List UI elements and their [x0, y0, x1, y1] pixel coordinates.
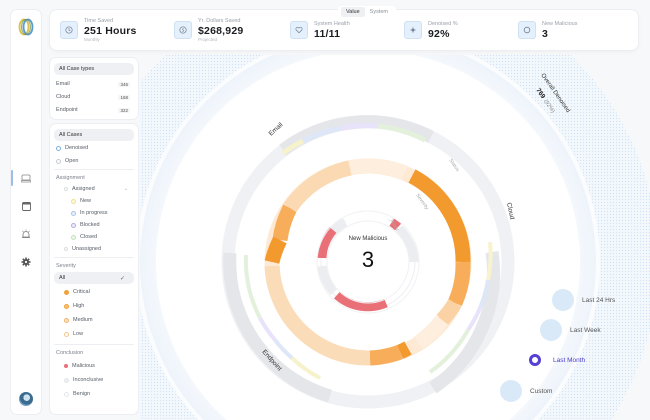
left-rail [11, 10, 41, 414]
alarm-icon [22, 229, 30, 238]
count-badge: 346 [118, 81, 130, 87]
divider [54, 169, 134, 170]
heart-icon [295, 27, 303, 34]
kpi-bar: Time Saved 251 Hours Monthly $ Yr. Dollars… [50, 10, 638, 50]
nav-alerts[interactable] [11, 226, 41, 242]
value-system-toggle: Value System [338, 6, 397, 18]
all-case-types-button[interactable]: All Case types [54, 63, 134, 75]
case-type-endpoint[interactable]: Endpoint 322 [56, 107, 130, 113]
divider [54, 257, 134, 258]
assigned-in-progress[interactable]: In progress [50, 207, 138, 219]
kpi-time-saved: Time Saved 251 Hours Monthly [60, 10, 137, 50]
center-value: 3 [361, 247, 375, 272]
severity-critical[interactable]: Critical [50, 286, 138, 298]
severity-critical-arc-cloud[interactable] [408, 169, 471, 263]
assigned-new[interactable]: New [50, 195, 138, 207]
kpi-denoised-pct: Denoised % 92% [404, 10, 458, 50]
cases-icon [21, 174, 31, 182]
radio-selected-icon [529, 354, 541, 366]
count-badge: 168 [118, 94, 130, 100]
ring-endpoint-segment[interactable] [223, 252, 332, 403]
radio-icon [64, 377, 69, 383]
radio-icon [64, 247, 68, 251]
unassigned-option[interactable]: Unassigned [50, 243, 138, 255]
threat-malicious-arc-2[interactable] [333, 291, 388, 312]
toggle-system[interactable]: System [369, 9, 389, 15]
conclusion-malicious[interactable]: Malicious [50, 360, 138, 372]
kpi-dollars-saved: $ Yr. Dollars Saved $268,929 Projected [174, 10, 243, 50]
conclusion-benign[interactable]: Benign [50, 388, 138, 400]
chevron-down-icon: ⌄ [123, 186, 128, 192]
label-threat: Threat [389, 218, 400, 232]
svg-text:$: $ [182, 28, 185, 34]
assigned-toggle[interactable]: Assigned ⌄ [50, 183, 138, 195]
count-badge: 322 [118, 107, 130, 113]
dollar-icon: $ [179, 26, 187, 34]
severity-all[interactable]: All ✓ [54, 272, 134, 284]
kpi-system-health: System Health 11/11 [290, 10, 350, 50]
ring-email-segment[interactable] [279, 115, 434, 156]
logo-icon [18, 18, 34, 36]
time-bubble-icon [500, 380, 522, 402]
radio-icon [56, 145, 61, 151]
circle-icon [523, 26, 531, 34]
radio-icon [64, 391, 69, 397]
assignment-heading: Assignment [56, 174, 85, 181]
kpi-new-malicious: New Malicious 3 [518, 10, 577, 50]
status-denoised[interactable]: Denoised [50, 142, 138, 154]
time-bubble-icon [540, 319, 562, 341]
conclusion-inconclusive[interactable]: Inconclusive [50, 374, 138, 386]
radio-icon [64, 289, 69, 295]
threat-malicious-arc[interactable] [317, 227, 337, 259]
severity-heading: Severity [56, 262, 76, 269]
case-type-cloud[interactable]: Cloud 168 [56, 94, 130, 100]
case-types-card: All Case types Email 346 Cloud 168 Endpoin… [50, 58, 138, 119]
conclusion-heading: Conclusion [56, 349, 84, 356]
radio-icon [64, 317, 69, 323]
time-last-24-hrs[interactable]: Last 24 Hrs [552, 289, 615, 311]
radio-icon [71, 210, 76, 216]
radio-icon [64, 331, 69, 337]
radio-icon [71, 234, 76, 240]
all-cases-button[interactable]: All Cases [54, 129, 134, 141]
severity-medium[interactable]: Medium [50, 314, 138, 326]
radio-icon [64, 364, 68, 368]
severity-high[interactable]: High [50, 300, 138, 312]
radio-icon [71, 222, 76, 228]
assigned-blocked[interactable]: Blocked [50, 219, 138, 231]
label-cloud: Cloud [505, 202, 515, 220]
radio-icon [64, 303, 69, 309]
sunburst-chart: Email Cloud Endpoint Status Severity Thr… [140, 55, 650, 420]
radio-icon [64, 187, 68, 191]
severity-low[interactable]: Low [50, 328, 138, 340]
center-title: New Malicious [348, 236, 388, 242]
nav-browser[interactable] [11, 198, 41, 214]
assigned-closed[interactable]: Closed [50, 231, 138, 243]
cases-filter-card: All Cases Denoised Open Assignment Assig… [50, 124, 138, 414]
divider [54, 344, 134, 345]
severity-critical-arc[interactable] [264, 236, 287, 264]
radio-icon [71, 198, 76, 204]
nav-settings[interactable] [11, 254, 41, 270]
user-avatar[interactable] [19, 392, 33, 406]
sunburst-svg: Email Cloud Endpoint Status Severity Thr… [140, 55, 650, 420]
ring-cloud-segment[interactable] [429, 251, 501, 394]
time-last-week[interactable]: Last Week [540, 319, 601, 341]
sparkle-icon [409, 26, 417, 34]
status-open[interactable]: Open [50, 155, 138, 167]
time-last-month[interactable]: Last Month [529, 354, 585, 366]
time-bubble-icon [552, 289, 574, 311]
time-custom[interactable]: Custom [500, 380, 552, 402]
nav-cases[interactable] [11, 170, 41, 186]
clock-icon [65, 26, 73, 34]
gear-icon [21, 257, 31, 267]
radio-icon [56, 158, 61, 164]
browser-window-icon [21, 201, 31, 211]
check-icon: ✓ [119, 275, 125, 282]
toggle-value[interactable]: Value [341, 7, 365, 17]
case-type-email[interactable]: Email 346 [56, 81, 130, 87]
